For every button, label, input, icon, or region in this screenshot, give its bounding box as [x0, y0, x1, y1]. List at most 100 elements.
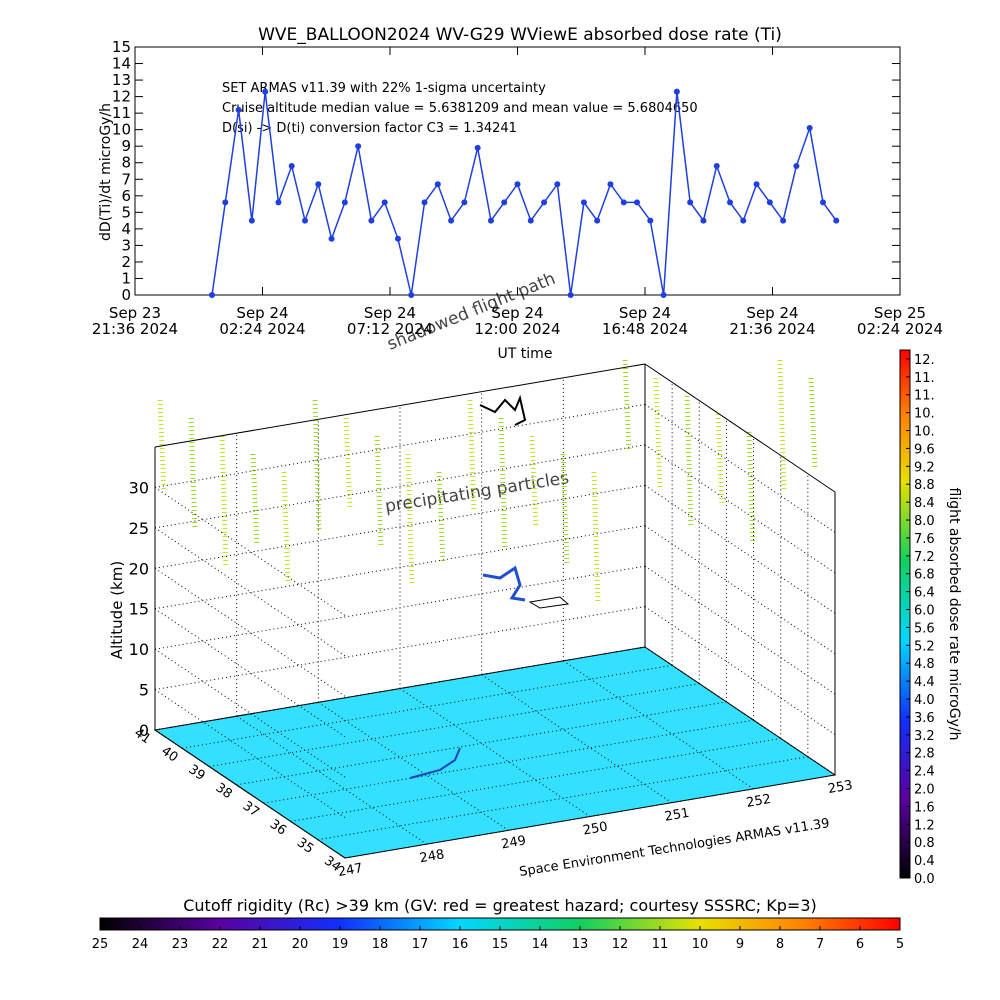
- colorbar-tick-label: 7: [816, 937, 824, 952]
- point: [687, 199, 694, 206]
- point: [315, 181, 322, 188]
- z-tick-label: 0: [139, 721, 149, 740]
- colorbar-tick-label: 21: [252, 937, 269, 952]
- colorbar-tick-label: 16: [452, 937, 469, 952]
- particle-column: [808, 377, 818, 469]
- point: [554, 181, 561, 188]
- y-axis-label: dD(Ti)/dt microGy/h: [98, 103, 114, 241]
- colorbar-tick-label: 0.4: [914, 854, 935, 869]
- grid-line: [209, 683, 700, 768]
- colorbar-tick-label: 23: [172, 937, 189, 952]
- series-line: [211, 91, 837, 296]
- point: [727, 199, 733, 206]
- grid-line: [154, 525, 646, 610]
- point: [580, 199, 587, 206]
- x-tick-label: 252: [745, 792, 772, 811]
- grid-line: [236, 701, 727, 786]
- y-tick-label: 0: [121, 286, 131, 304]
- x-tick-label: 253: [827, 778, 854, 797]
- colorbar-tick-label: 4.4: [914, 675, 935, 690]
- colorbar-tick-label: 5.6: [914, 621, 935, 636]
- colorbar-tick-label: 11.: [914, 389, 935, 404]
- grid-line: [154, 527, 346, 657]
- y-tick-label: 37: [240, 799, 262, 821]
- colorbar-tick-label: 1.2: [914, 818, 935, 833]
- colorbar-tick-label: 18: [372, 937, 389, 952]
- y-tick-label: 39: [185, 762, 207, 784]
- grid-line: [290, 737, 781, 822]
- point: [248, 217, 255, 224]
- point: [355, 143, 362, 150]
- colorbar-tick-label: 9.2: [914, 460, 935, 475]
- annotation: Cruise altitude median value = 5.6381209…: [222, 101, 698, 116]
- z-axis-label: Altitude (km): [108, 561, 126, 659]
- point: [740, 217, 747, 224]
- y-tick-label: 13: [112, 71, 131, 89]
- point: [700, 217, 707, 224]
- colorbar-tick-label: 10.: [914, 425, 935, 440]
- point: [434, 181, 441, 188]
- y-tick-label: 9: [121, 137, 131, 155]
- particle-column: [405, 453, 415, 585]
- colorbar-tick-label: 2.0: [914, 783, 935, 798]
- z-tick-label: 10: [129, 640, 149, 659]
- colorbar-tick-label: 0.8: [914, 836, 935, 851]
- point: [634, 199, 641, 206]
- particle-column: [746, 431, 756, 543]
- grid-line: [344, 774, 836, 859]
- colorbar-tick-label: 20: [292, 937, 309, 952]
- y-tick-label: 6: [121, 187, 131, 205]
- colorbar-tick-label: 12.: [914, 353, 935, 368]
- annotation: D(si) -> D(ti) conversion factor C3 = 1.…: [222, 121, 517, 136]
- colorbar-tick-label: 8.4: [914, 496, 935, 511]
- point: [620, 199, 627, 206]
- colorbar-tick-label: 9.6: [914, 442, 935, 457]
- particle-column: [281, 471, 291, 583]
- particle-column: [715, 413, 725, 505]
- flight-path: [482, 565, 526, 602]
- colorbar-tick-label: 2.4: [914, 765, 935, 780]
- point: [448, 217, 455, 224]
- point: [673, 88, 680, 95]
- grid-line: [644, 525, 836, 655]
- colorbar-tick-label: 22: [212, 937, 229, 952]
- colorbar-tick-label: 13: [572, 937, 589, 952]
- colorbar-tick-label: 11: [652, 937, 669, 952]
- grid-line: [263, 719, 754, 804]
- point: [275, 199, 282, 206]
- annotation: SET ARMAS v11.39 with 22% 1-sigma uncert…: [222, 81, 546, 96]
- colorbar-tick-label: 5: [896, 937, 904, 952]
- y-tick-label: 36: [267, 817, 289, 839]
- particle-column: [312, 399, 322, 531]
- y-tick-label: 3: [121, 236, 131, 254]
- particle-column: [188, 417, 198, 529]
- colorbar-tick-label: 3.6: [914, 711, 935, 726]
- particle-column: [436, 471, 446, 563]
- point: [514, 181, 521, 188]
- point: [421, 199, 428, 206]
- point: [607, 181, 614, 188]
- y-tick-label: 7: [121, 170, 131, 188]
- colorbar-tick-label: 6.8: [914, 568, 935, 583]
- colorbar-tick-label: 19: [332, 937, 349, 952]
- point: [381, 199, 388, 206]
- point: [753, 181, 760, 188]
- point: [209, 292, 216, 298]
- point: [394, 235, 401, 242]
- point: [594, 217, 601, 224]
- colorbar-tick-label: 10: [692, 937, 709, 952]
- point: [408, 292, 415, 298]
- point: [501, 199, 508, 206]
- particle-column: [157, 399, 167, 491]
- grid-line: [154, 567, 346, 697]
- point: [833, 217, 840, 224]
- point: [766, 199, 773, 206]
- chart-title: WVE_BALLOON2024 WV-G29 WViewE absorbed d…: [258, 25, 782, 45]
- x-tick-label: 250: [582, 820, 609, 839]
- grid-line: [154, 646, 646, 731]
- colorbar-tick-label: 7.6: [914, 532, 935, 547]
- y-tick-label: 1: [121, 269, 131, 287]
- colorbar-tick-label: 14: [532, 937, 549, 952]
- annotation: precipitating particles: [384, 468, 571, 517]
- colorbar-label: Cutoff rigidity (Rc) >39 km (GV: red = g…: [183, 896, 817, 915]
